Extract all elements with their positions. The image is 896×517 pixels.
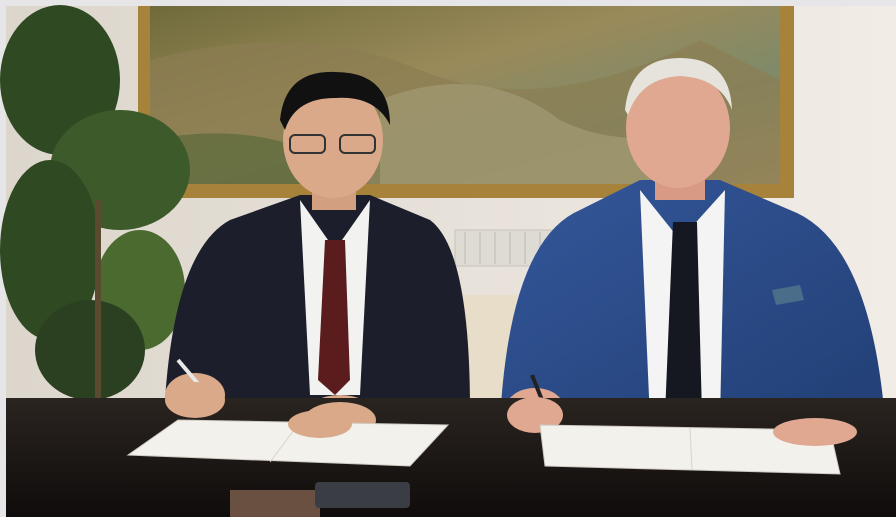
face xyxy=(283,82,383,198)
hand xyxy=(773,418,857,446)
person-right xyxy=(500,58,885,447)
person-left xyxy=(165,71,470,435)
leaves xyxy=(35,300,145,400)
face xyxy=(626,68,730,188)
leaves xyxy=(0,160,100,340)
object xyxy=(315,482,410,508)
tie xyxy=(665,222,702,415)
lens xyxy=(289,134,326,154)
lens xyxy=(339,134,376,154)
hair xyxy=(625,58,732,115)
plant xyxy=(0,5,190,400)
hand xyxy=(288,410,352,438)
folder xyxy=(230,490,320,517)
hand xyxy=(507,397,563,433)
glasses xyxy=(289,134,376,154)
pocket-square xyxy=(772,285,804,305)
hand xyxy=(165,382,225,418)
document-fold xyxy=(689,427,693,471)
document-right xyxy=(539,424,841,475)
tie xyxy=(318,240,350,395)
document-left xyxy=(126,419,450,467)
trunk xyxy=(95,200,101,400)
hair xyxy=(280,71,390,130)
painting-rocks xyxy=(380,84,700,184)
